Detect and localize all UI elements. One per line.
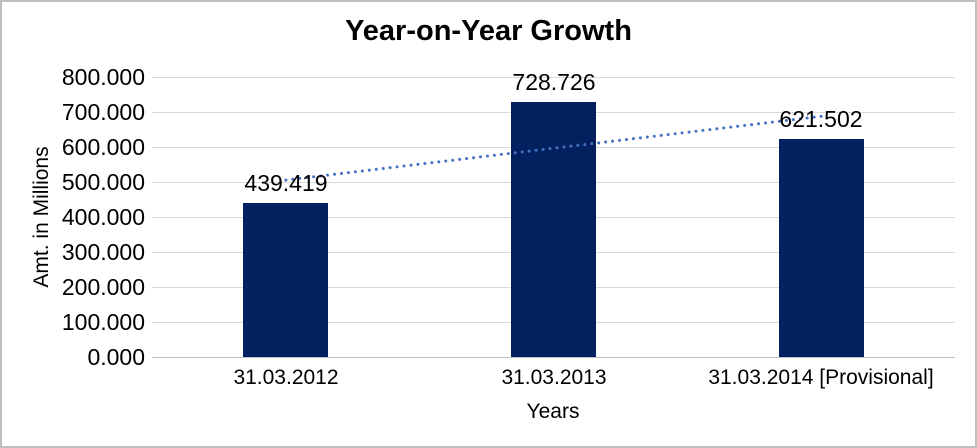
y-tick-label: 0.000 — [87, 344, 145, 370]
y-tick-label: 100.000 — [61, 309, 145, 335]
bar-data-label: 439.419 — [244, 170, 328, 196]
x-category-label: 31.03.2014 [Provisional] — [708, 366, 934, 389]
bar-data-label: 621.502 — [779, 106, 863, 132]
bar — [243, 203, 328, 357]
x-axis-title: Years — [526, 400, 580, 423]
chart-title: Year-on-Year Growth — [345, 15, 632, 47]
bar — [511, 102, 596, 357]
y-tick-label: 500.000 — [61, 169, 145, 195]
x-axis-line — [152, 357, 955, 358]
y-tick-label: 700.000 — [61, 99, 145, 125]
y-tick-label: 200.000 — [61, 274, 145, 300]
y-tick-label: 600.000 — [61, 134, 145, 160]
gridline — [152, 77, 955, 78]
y-tick-label: 800.000 — [61, 64, 145, 90]
x-category-label: 31.03.2013 — [501, 366, 607, 389]
bar-data-label: 728.726 — [512, 69, 596, 95]
y-tick-label: 400.000 — [61, 204, 145, 230]
x-category-label: 31.03.2012 — [233, 366, 339, 389]
y-tick-label: 300.000 — [61, 239, 145, 265]
bar — [779, 139, 864, 357]
